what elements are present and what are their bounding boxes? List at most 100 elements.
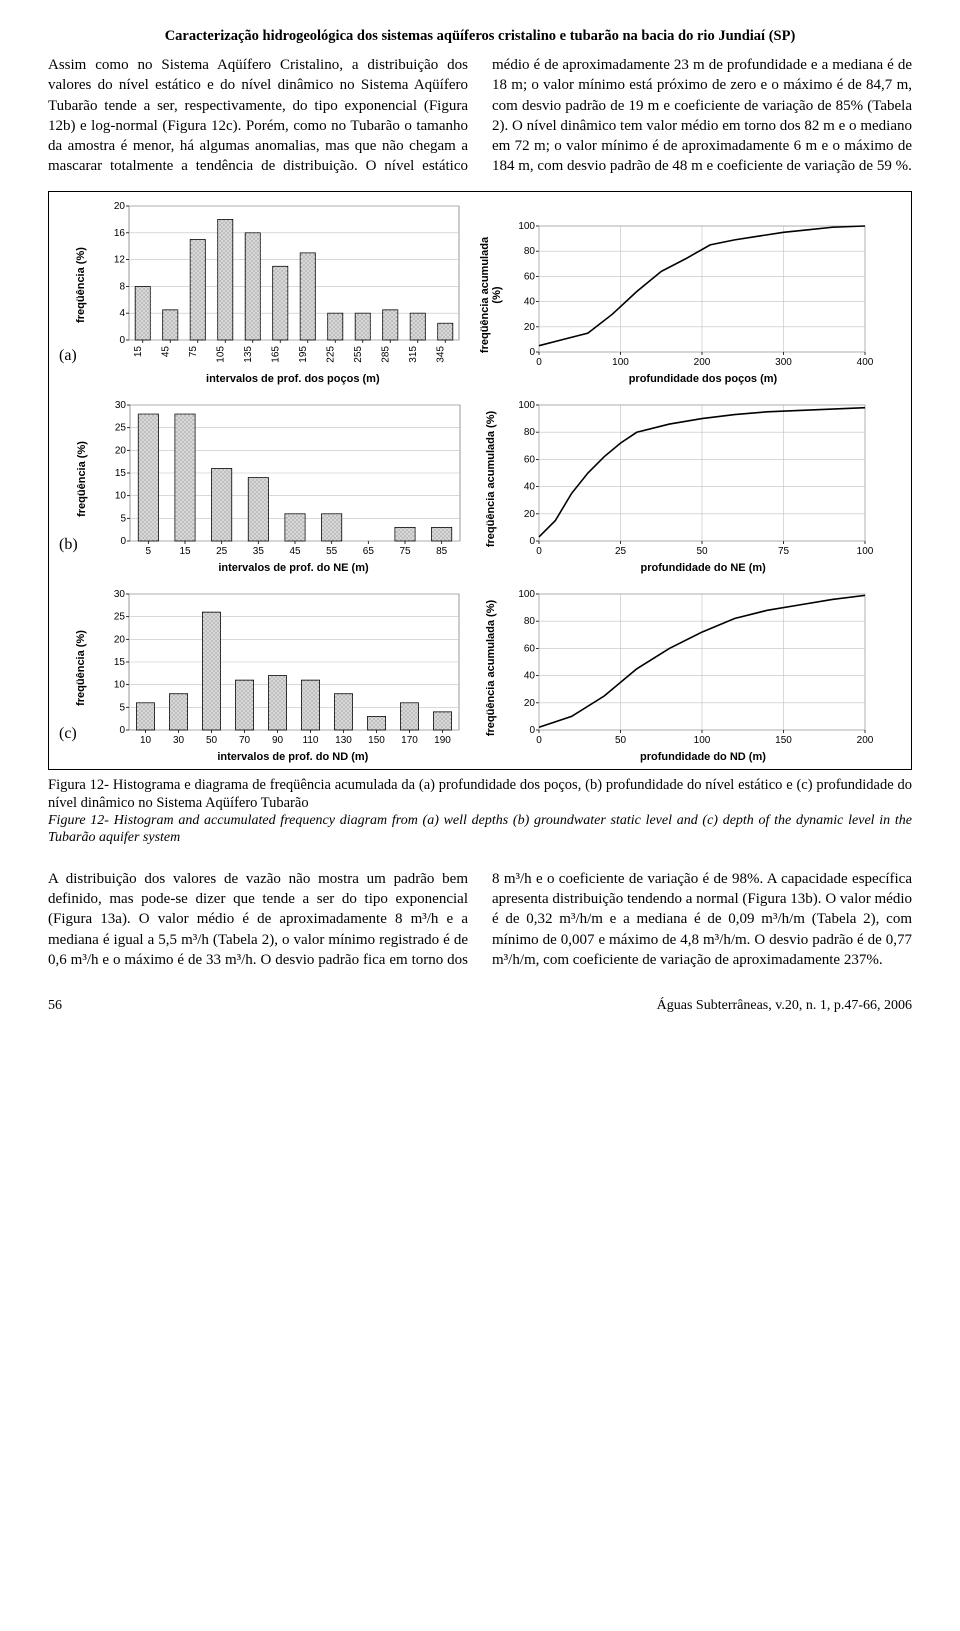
svg-text:20: 20 (524, 508, 536, 519)
svg-text:35: 35 (252, 546, 264, 557)
svg-text:40: 40 (524, 481, 536, 492)
b-cum-xlabel: profundidade do NE (m) (505, 562, 901, 574)
panel-a-cum: freqüência acumulada (%) 020406080100010… (505, 220, 901, 385)
svg-text:5: 5 (119, 702, 125, 713)
svg-text:25: 25 (216, 546, 228, 557)
figure-row-a: (a) freqüência (%) 048121620154575105135… (59, 200, 901, 385)
svg-text:300: 300 (775, 357, 792, 368)
svg-text:25: 25 (114, 611, 126, 622)
svg-text:20: 20 (114, 634, 126, 645)
svg-text:50: 50 (697, 546, 709, 557)
svg-text:45: 45 (160, 345, 171, 357)
svg-text:60: 60 (524, 271, 536, 282)
svg-text:0: 0 (529, 725, 535, 736)
svg-text:0: 0 (530, 536, 536, 547)
svg-text:45: 45 (289, 546, 301, 557)
svg-text:4: 4 (119, 308, 125, 319)
svg-text:75: 75 (399, 546, 411, 557)
row-b-label: (b) (59, 536, 78, 574)
a-cum-xlabel: profundidade dos poços (m) (505, 373, 901, 385)
svg-text:190: 190 (434, 735, 451, 746)
svg-text:0: 0 (529, 347, 535, 358)
c-cum-xlabel: profundidade do ND (m) (505, 751, 901, 763)
svg-text:100: 100 (519, 400, 536, 411)
svg-text:100: 100 (612, 357, 629, 368)
svg-text:0: 0 (536, 357, 542, 368)
figure-12-box: (a) freqüência (%) 048121620154575105135… (48, 191, 912, 770)
svg-text:150: 150 (775, 735, 792, 746)
svg-text:345: 345 (435, 345, 446, 362)
svg-text:200: 200 (694, 357, 711, 368)
c-hist-ylabel: freqüência (%) (75, 630, 87, 706)
svg-text:30: 30 (114, 589, 126, 600)
svg-text:195: 195 (298, 345, 309, 362)
svg-text:100: 100 (857, 546, 874, 557)
svg-text:10: 10 (114, 679, 126, 690)
row-a-label: (a) (59, 347, 77, 385)
svg-text:130: 130 (335, 735, 352, 746)
svg-text:200: 200 (857, 735, 874, 746)
a-cum-ylabel: freqüência acumulada (%) (479, 236, 503, 352)
page-header: Caracterização hidrogeológica dos sistem… (48, 28, 912, 45)
a-hist-ylabel: freqüência (%) (75, 247, 87, 323)
svg-text:30: 30 (173, 735, 185, 746)
panel-c-cum: freqüência acumulada (%) 020406080100050… (505, 588, 901, 763)
svg-text:75: 75 (778, 546, 790, 557)
svg-text:225: 225 (325, 345, 336, 362)
svg-text:15: 15 (115, 468, 127, 479)
svg-text:315: 315 (408, 345, 419, 362)
figure-caption: Figura 12- Histograma e diagrama de freq… (48, 776, 912, 812)
svg-text:80: 80 (524, 246, 536, 257)
svg-text:10: 10 (115, 490, 127, 501)
svg-text:5: 5 (120, 513, 126, 524)
svg-text:60: 60 (524, 454, 536, 465)
svg-text:80: 80 (524, 616, 536, 627)
svg-text:80: 80 (524, 427, 536, 438)
panel-b-hist: freqüência (%) 0510152025305152535455565… (96, 399, 492, 574)
b-cum-ylabel: freqüência acumulada (%) (485, 410, 497, 546)
b-hist-xlabel: intervalos de prof. do NE (m) (96, 562, 492, 574)
body-columns-2: A distribuição dos valores de vazão não … (48, 869, 912, 970)
svg-text:170: 170 (401, 735, 418, 746)
para-left: Assim como no Sistema Aqüífero Cristalin… (48, 57, 689, 174)
svg-text:100: 100 (694, 735, 711, 746)
page-number: 56 (48, 998, 62, 1014)
svg-text:5: 5 (145, 546, 151, 557)
panel-b-cum: freqüência acumulada (%) 020406080100025… (505, 399, 901, 574)
panel-c-hist: freqüência (%) 0510152025301030507090110… (95, 588, 491, 763)
svg-text:30: 30 (115, 400, 127, 411)
svg-text:85: 85 (436, 546, 448, 557)
svg-text:0: 0 (119, 725, 125, 736)
svg-text:60: 60 (524, 643, 536, 654)
svg-text:20: 20 (115, 445, 127, 456)
svg-text:25: 25 (115, 422, 127, 433)
svg-text:16: 16 (114, 227, 126, 238)
svg-text:255: 255 (353, 345, 364, 362)
a-hist-xlabel: intervalos de prof. dos poços (m) (95, 373, 491, 385)
svg-text:10: 10 (140, 735, 152, 746)
svg-text:8: 8 (119, 281, 125, 292)
svg-text:110: 110 (302, 735, 318, 746)
svg-text:135: 135 (243, 345, 254, 362)
journal-ref: Águas Subterrâneas, v.20, n. 1, p.47-66,… (657, 998, 912, 1014)
c-hist-xlabel: intervalos de prof. do ND (m) (95, 751, 491, 763)
intro-columns: Assim como no Sistema Aqüífero Cristalin… (48, 55, 912, 177)
svg-text:100: 100 (518, 221, 535, 232)
svg-text:40: 40 (524, 670, 536, 681)
svg-text:0: 0 (120, 536, 126, 547)
svg-text:100: 100 (518, 589, 535, 600)
svg-text:0: 0 (536, 735, 542, 746)
svg-text:40: 40 (524, 296, 536, 307)
page-footer: 56 Águas Subterrâneas, v.20, n. 1, p.47-… (48, 998, 912, 1014)
svg-text:75: 75 (188, 345, 199, 357)
svg-text:20: 20 (524, 321, 536, 332)
figure-caption-en: Figure 12- Histogram and accumulated fre… (48, 812, 912, 847)
svg-text:65: 65 (362, 546, 374, 557)
svg-text:165: 165 (270, 345, 281, 362)
figure-row-b: (b) freqüência (%) 051015202530515253545… (59, 399, 901, 574)
svg-text:15: 15 (114, 657, 126, 668)
b-hist-ylabel: freqüência (%) (76, 441, 88, 517)
svg-text:0: 0 (537, 546, 543, 557)
svg-text:12: 12 (114, 254, 126, 265)
svg-text:25: 25 (615, 546, 627, 557)
